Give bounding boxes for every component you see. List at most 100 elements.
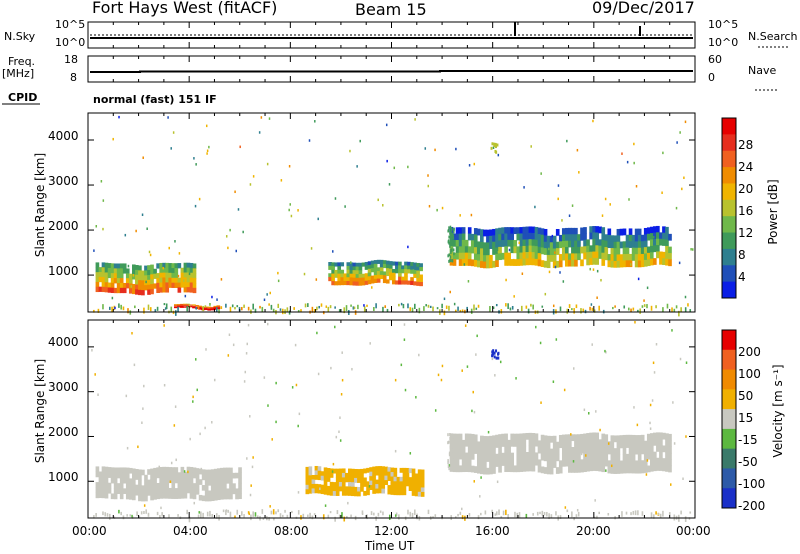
data-cell xyxy=(646,252,651,260)
speckle-cell xyxy=(239,145,241,149)
data-cell xyxy=(308,466,313,472)
data-cell xyxy=(464,246,469,254)
data-cell xyxy=(568,253,572,261)
data-cell xyxy=(162,272,166,278)
scatter-cell xyxy=(204,305,207,308)
data-cell xyxy=(363,481,367,487)
data-cell xyxy=(607,241,612,249)
speckle-cell xyxy=(576,148,579,152)
data-cell xyxy=(235,472,239,479)
data-cell xyxy=(546,248,551,256)
data-cell xyxy=(376,267,381,272)
scatter-cell xyxy=(186,509,188,515)
data-cell xyxy=(198,306,202,308)
speckle-cell xyxy=(540,401,542,404)
data-cell xyxy=(337,273,342,278)
data-cell xyxy=(495,453,499,461)
speckle-cell xyxy=(684,120,687,124)
speckle-cell xyxy=(266,322,269,326)
data-cell xyxy=(216,306,221,308)
data-cell xyxy=(665,252,669,260)
station-title: Fort Hays West (fitACF) xyxy=(92,0,278,17)
data-cell xyxy=(395,280,399,285)
scatter-cell xyxy=(457,513,459,517)
data-cell xyxy=(110,282,115,289)
speckle-cell xyxy=(235,249,237,253)
data-cell xyxy=(610,460,615,468)
data-cell xyxy=(628,466,633,474)
speckle-cell xyxy=(193,157,195,160)
scatter-cell xyxy=(334,306,336,309)
data-cell xyxy=(159,482,163,489)
data-cell xyxy=(552,242,557,249)
data-cell xyxy=(417,487,422,493)
data-cell xyxy=(543,448,548,455)
scatter-cell xyxy=(156,511,159,516)
scatter-cell xyxy=(425,304,427,307)
data-cell xyxy=(401,276,405,281)
data-cell xyxy=(665,458,669,466)
data-cell xyxy=(192,472,197,479)
speckle-cell xyxy=(310,247,313,250)
data-cell xyxy=(186,487,191,494)
data-cell xyxy=(156,263,160,269)
data-cell xyxy=(480,454,484,462)
speckle-cell xyxy=(317,372,320,376)
data-cell xyxy=(489,261,493,269)
data-cell xyxy=(522,464,527,472)
data-cell xyxy=(411,490,416,496)
speckle-cell xyxy=(263,298,266,302)
colorbar-segment xyxy=(722,409,736,430)
data-cell xyxy=(232,472,236,479)
data-cell xyxy=(207,480,212,486)
scatter-cell xyxy=(684,307,687,313)
data-cell xyxy=(411,486,416,492)
scatter-cell xyxy=(320,303,323,307)
data-cell xyxy=(656,457,660,465)
data-cell xyxy=(98,276,103,283)
scatter-cell xyxy=(668,512,671,515)
data-cell xyxy=(104,267,109,273)
scatter-cell xyxy=(614,305,616,308)
speckle-cell xyxy=(359,139,361,143)
data-cell xyxy=(195,305,199,307)
data-cell xyxy=(665,452,669,460)
scatter-cell xyxy=(414,303,416,309)
speckle-cell xyxy=(447,254,449,258)
data-cell xyxy=(402,476,407,482)
data-cell xyxy=(366,485,370,491)
speckle-cell xyxy=(290,214,293,218)
data-cell xyxy=(458,440,463,447)
data-cell xyxy=(180,306,184,308)
data-cell xyxy=(513,240,518,247)
data-cell xyxy=(95,262,100,268)
scatter-cell xyxy=(577,511,580,517)
data-cell xyxy=(504,446,508,453)
velocity-ylabel: Slant Range [km] xyxy=(33,358,47,464)
scatter-cell xyxy=(279,308,282,311)
speckle-cell xyxy=(448,451,451,455)
data-cell xyxy=(637,435,642,442)
data-cell xyxy=(132,283,136,290)
data-cell xyxy=(376,278,381,283)
speckle-cell xyxy=(400,363,403,367)
data-cell xyxy=(492,435,496,443)
data-cell xyxy=(344,486,349,492)
speckle-cell xyxy=(403,338,406,341)
scatter-cell xyxy=(477,515,480,520)
speckle-cell xyxy=(260,116,263,119)
speckle-cell xyxy=(139,477,142,480)
data-cell xyxy=(404,272,408,278)
data-cell xyxy=(119,282,124,289)
data-cell xyxy=(122,263,127,269)
data-cell xyxy=(568,440,572,448)
data-cell xyxy=(519,258,524,266)
data-cell xyxy=(113,263,118,269)
speckle-cell xyxy=(347,501,349,505)
data-cell xyxy=(192,307,196,309)
data-cell xyxy=(531,464,536,472)
data-cell xyxy=(168,477,173,484)
data-cell xyxy=(549,235,554,243)
data-cell xyxy=(583,465,587,473)
data-cell xyxy=(467,439,472,447)
